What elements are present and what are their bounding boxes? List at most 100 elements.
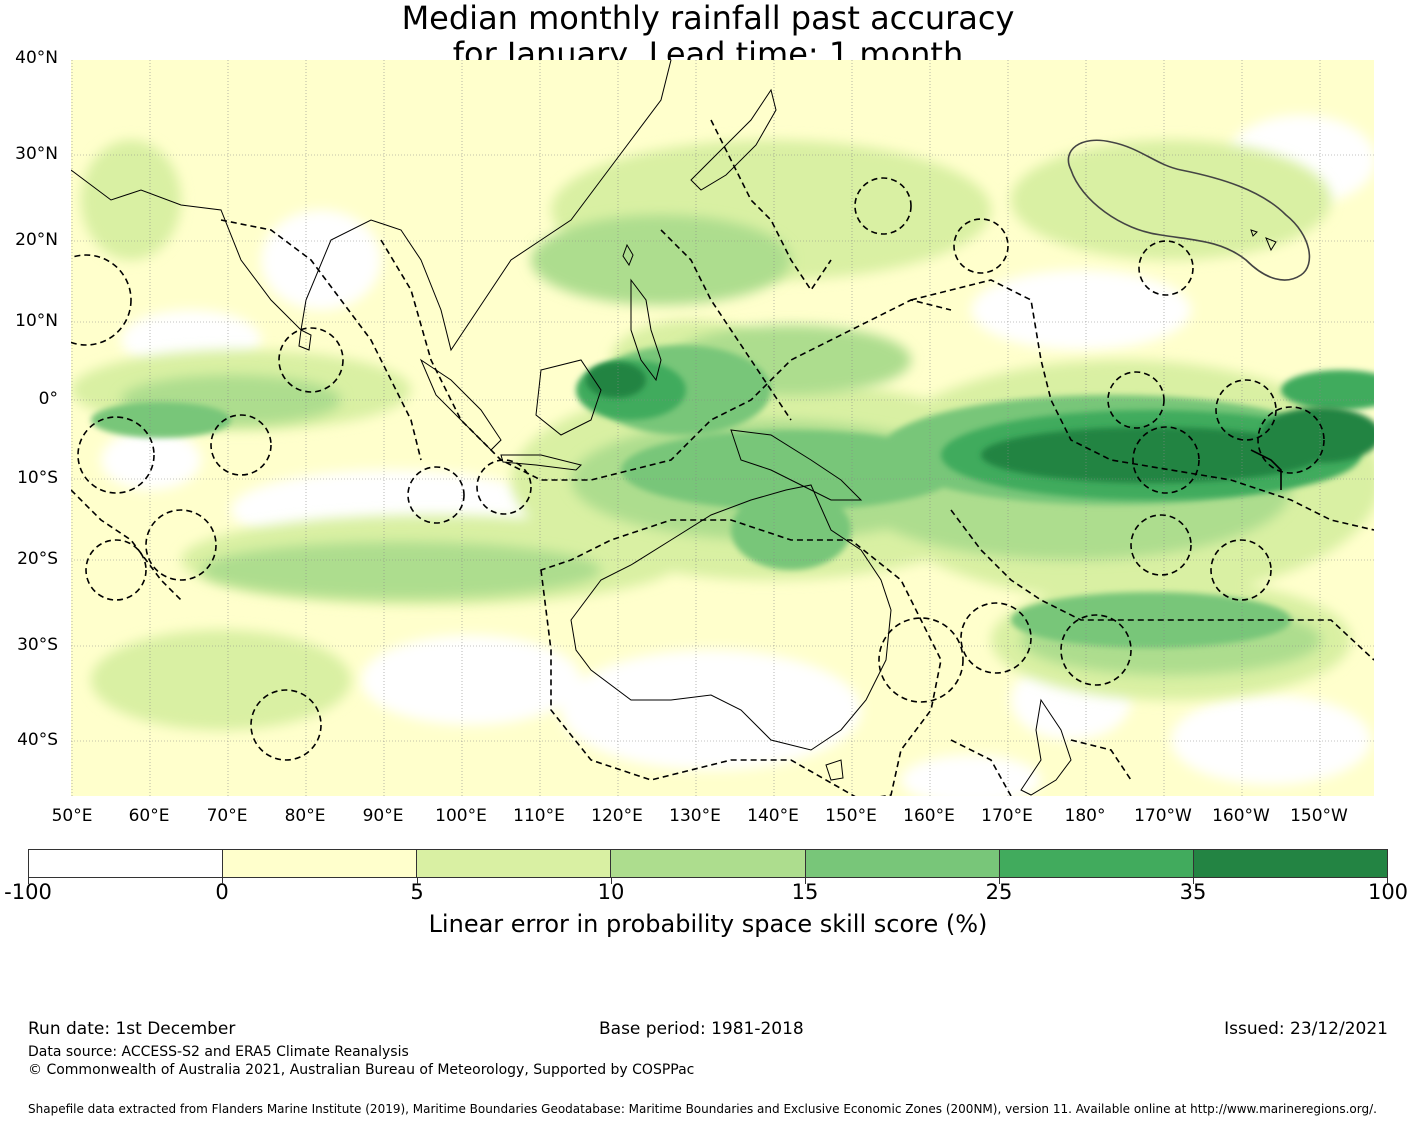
lon-label: 100°E — [435, 806, 487, 826]
colorbar-segment — [805, 850, 1000, 877]
eez-circle-5 — [1215, 379, 1277, 441]
lat-label: 30°N — [15, 144, 58, 164]
eez-line-pacific — [910, 279, 1374, 531]
lat-label: 20°S — [17, 549, 58, 569]
lat-label: 40°S — [17, 730, 58, 750]
eez-circle-13 — [145, 509, 217, 581]
field-35-100 — [586, 362, 1374, 483]
graticule — [71, 60, 1374, 796]
colorbar-tick — [999, 878, 1000, 884]
eez-circle-7 — [1132, 426, 1200, 494]
colorbar-label: Linear error in probability space skill … — [428, 910, 988, 938]
copyright: © Commonwealth of Australia 2021, Austra… — [28, 1062, 695, 1078]
coast-japan — [690, 88, 777, 191]
eez-line-australia — [540, 519, 942, 796]
eez-line-indonesia — [380, 239, 952, 481]
colorbar-tick-label: -100 — [4, 880, 52, 904]
eez-circle-14 — [85, 539, 147, 601]
data-source: Data source: ACCESS-S2 and ERA5 Climate … — [28, 1044, 409, 1060]
lon-label: 170°E — [981, 806, 1033, 826]
coast-new-zealand — [1020, 698, 1072, 796]
lat-label: 10°N — [15, 311, 58, 331]
colorbar-tick-label: 10 — [597, 880, 625, 904]
shapefile-credit: Shapefile data extracted from Flanders M… — [28, 1102, 1377, 1116]
eez-circle-12 — [77, 416, 155, 494]
coast-tasmania — [825, 759, 844, 781]
eez-line-philippines — [660, 229, 792, 421]
colorbar-tick-label: 5 — [410, 880, 424, 904]
lat-label: 30°S — [17, 635, 58, 655]
lon-label: 150°E — [825, 806, 877, 826]
colorbar — [28, 849, 1388, 878]
map-canvas — [71, 60, 1374, 796]
lon-label: 80°E — [284, 806, 326, 826]
coast-asia — [71, 60, 672, 352]
lon-label: 160°W — [1212, 806, 1270, 826]
colorbar-tick — [611, 878, 612, 884]
coast-borneo — [535, 359, 602, 436]
colorbar-tick — [805, 878, 806, 884]
eez-circle-10 — [476, 459, 532, 515]
eez-circle-20 — [1210, 539, 1272, 601]
colorbar-segment — [611, 850, 806, 877]
eez-circle-21 — [71, 254, 132, 346]
coast-australia — [570, 484, 892, 751]
lat-label: 10°S — [17, 468, 58, 488]
colorbar-tick-label: 35 — [1179, 880, 1207, 904]
lon-label: 140°E — [747, 806, 799, 826]
eez-line-south-pacific — [950, 509, 1374, 661]
coast-philippines — [630, 278, 662, 382]
colorbar-tick — [417, 878, 418, 884]
colorbar-segment — [999, 850, 1194, 877]
eez-circle-6 — [1257, 406, 1325, 474]
colorbar-tick — [28, 878, 29, 884]
lon-label: 50°E — [51, 806, 93, 826]
skill-score-map — [71, 60, 1374, 796]
issued-date: Issued: 23/12/2021 — [1224, 1019, 1388, 1039]
eez-circle-19 — [1130, 514, 1192, 576]
eez-circle-4 — [1107, 371, 1165, 429]
colorbar-tick — [1387, 878, 1388, 884]
lon-label: 150°W — [1290, 806, 1348, 826]
eez-line-asia — [220, 219, 422, 461]
eez-line-nz — [950, 739, 1132, 796]
title-line-1: Median monthly rainfall past accuracy — [401, 0, 1015, 37]
eez-boundaries — [71, 119, 1374, 796]
coast-taiwan — [622, 243, 634, 267]
colorbar-tick-label: 0 — [215, 880, 229, 904]
eez-circle-17 — [960, 602, 1032, 674]
lat-label: 0° — [38, 389, 58, 409]
eez-circle-16 — [878, 617, 964, 703]
colorbar-segment — [417, 850, 612, 877]
lon-label: 90°E — [362, 806, 404, 826]
lat-label: 40°N — [15, 48, 58, 68]
coast-sumatra — [419, 358, 502, 451]
lon-label: 170°W — [1134, 806, 1192, 826]
eez-hawaii — [1067, 139, 1311, 281]
eez-circle-18 — [1060, 614, 1132, 686]
boundary-solid — [1250, 449, 1282, 490]
eez-circle-9 — [407, 466, 465, 524]
coastlines — [71, 60, 1277, 796]
eez-circle-2 — [953, 218, 1009, 274]
eez-circle-8 — [210, 414, 272, 476]
run-date: Run date: 1st December — [28, 1019, 236, 1039]
colorbar-segment — [29, 850, 224, 877]
coast-hawaii — [1250, 229, 1277, 252]
colorbar-segment — [1193, 850, 1387, 877]
map-title: Median monthly rainfall past accuracy fo… — [0, 0, 1416, 72]
colorbar-tick — [1193, 878, 1194, 884]
eez-circle-1 — [854, 177, 912, 235]
eez-line-japan — [710, 119, 832, 292]
lon-label: 120°E — [591, 806, 643, 826]
coast-java — [500, 454, 582, 471]
colorbar-tick-label: 25 — [985, 880, 1013, 904]
colorbar-segment — [223, 850, 418, 877]
lon-label: 180° — [1064, 806, 1106, 826]
coast-sri-lanka — [298, 329, 312, 351]
lon-label: 60°E — [128, 806, 170, 826]
lat-label: 20°N — [15, 230, 58, 250]
lon-label: 70°E — [206, 806, 248, 826]
colorbar-tick-label: 100 — [1367, 880, 1409, 904]
base-period: Base period: 1981-2018 — [599, 1019, 804, 1039]
